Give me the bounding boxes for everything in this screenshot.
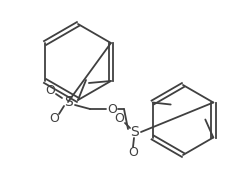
- Text: S: S: [64, 95, 72, 109]
- Text: O: O: [107, 102, 117, 116]
- Text: O: O: [128, 145, 138, 159]
- Text: O: O: [49, 111, 59, 125]
- Text: S: S: [131, 125, 139, 139]
- Text: O: O: [45, 84, 55, 96]
- Text: O: O: [114, 111, 124, 125]
